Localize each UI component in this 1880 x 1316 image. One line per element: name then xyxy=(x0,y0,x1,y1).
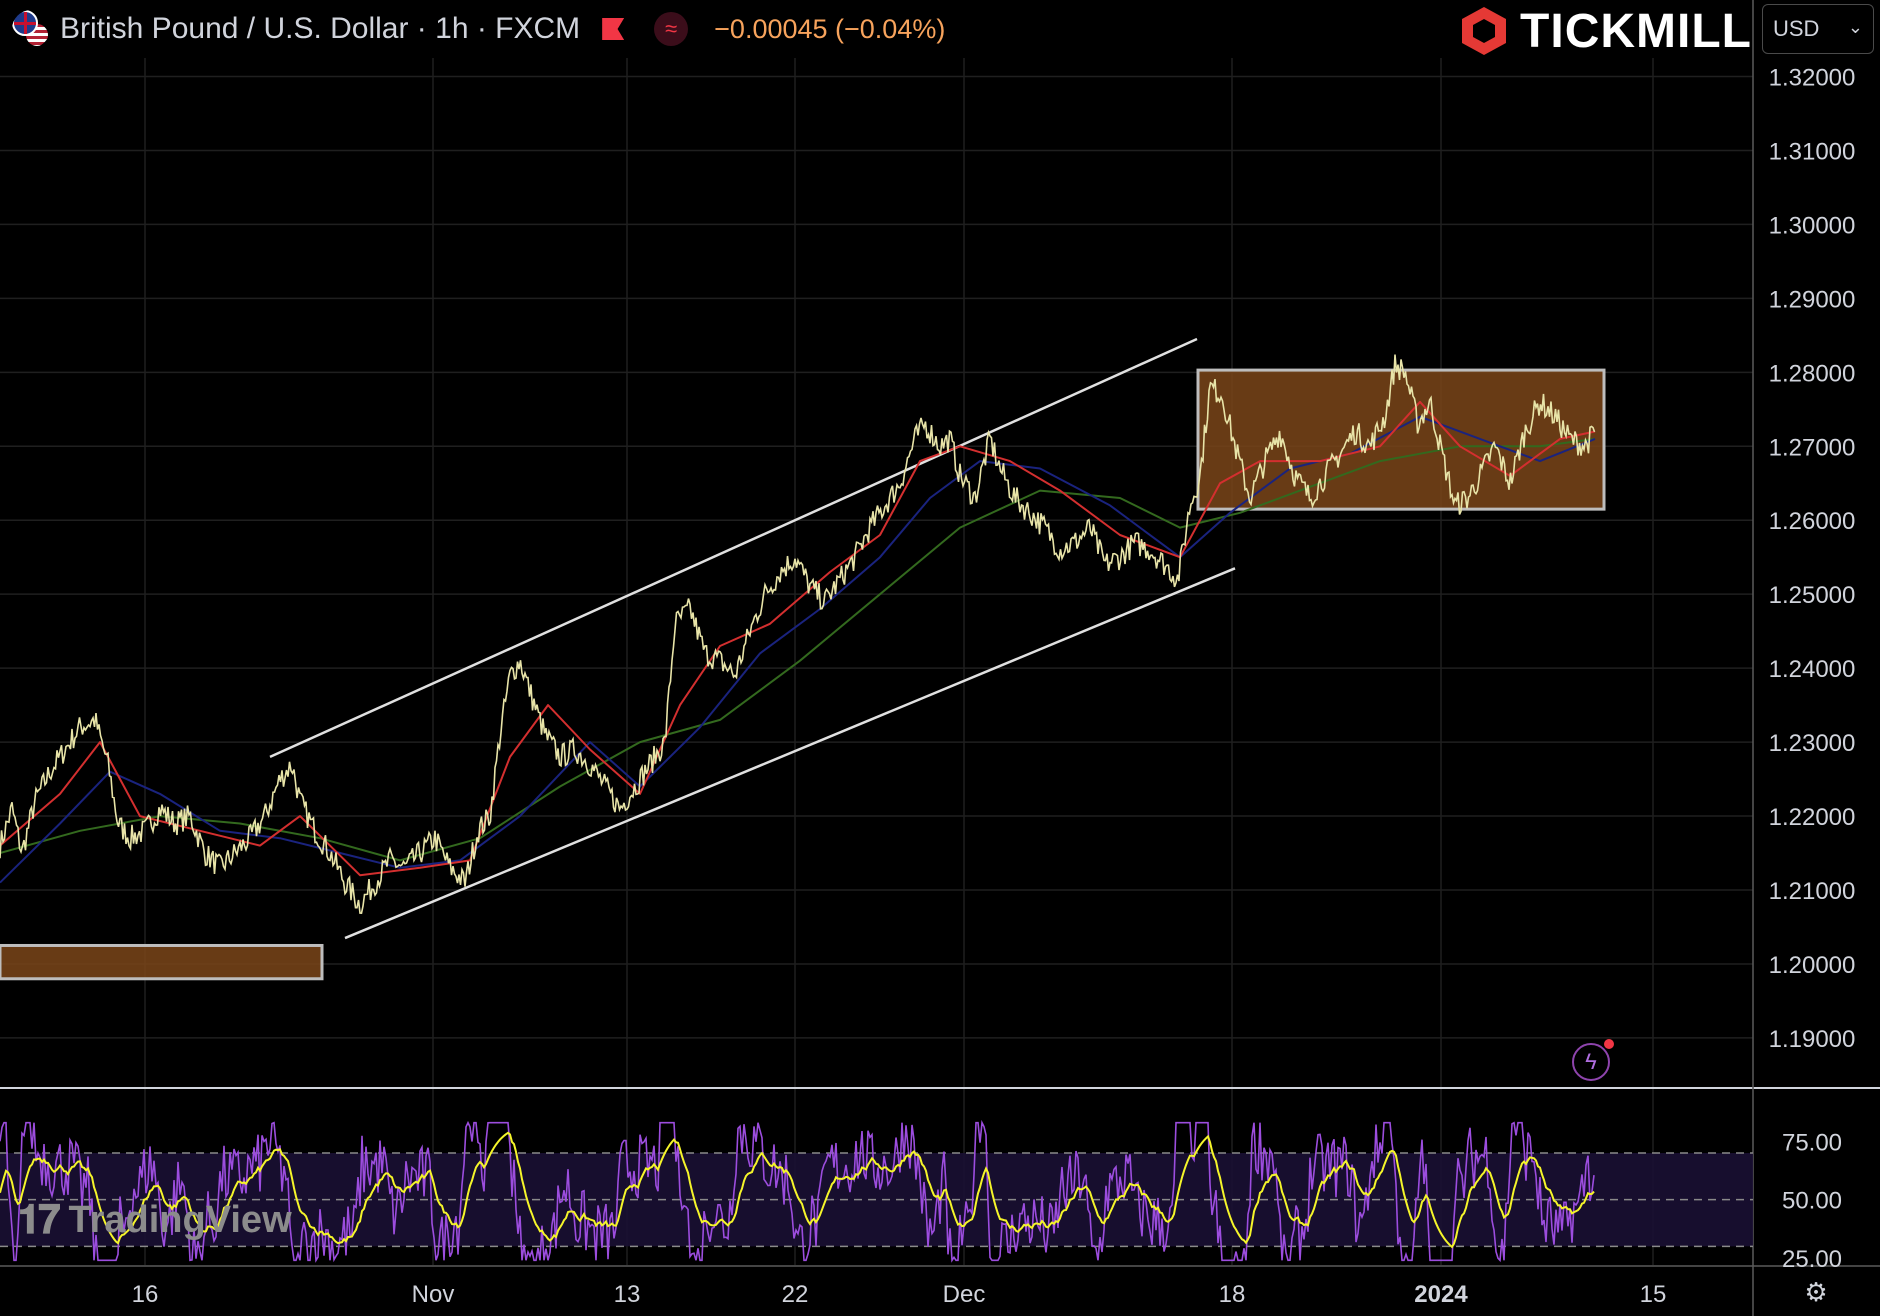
time-axis-label: 18 xyxy=(1219,1281,1246,1308)
time-axis-label: 22 xyxy=(782,1281,809,1308)
price-axis-label: 1.22000 xyxy=(1769,804,1856,831)
gear-icon[interactable]: ⚙ xyxy=(1804,1277,1828,1307)
time-axis-label: 15 xyxy=(1640,1281,1667,1308)
lightning-icon[interactable]: ϟ xyxy=(1572,1039,1614,1081)
brand-name: TICKMILL xyxy=(1520,4,1752,58)
range-box xyxy=(1196,368,1606,511)
price-axis-label: 1.27000 xyxy=(1769,434,1856,461)
tradingview-watermark: 𝟏𝟕 TradingView xyxy=(18,1198,292,1243)
price-axis-label: 1.31000 xyxy=(1769,138,1856,165)
gbp-usd-flag-icon xyxy=(12,10,50,48)
price-axis-label: 1.26000 xyxy=(1769,508,1856,535)
price-axis-label: 1.32000 xyxy=(1769,64,1856,91)
rsi-line xyxy=(0,1119,1595,1263)
wave-icon[interactable]: ≈ xyxy=(654,12,689,46)
price-axis-label: 1.21000 xyxy=(1769,878,1856,905)
price-axis-label: 1.20000 xyxy=(1769,952,1856,979)
time-axis-label: Nov xyxy=(412,1281,455,1308)
time-axis-label: Dec xyxy=(943,1281,986,1308)
chevron-down-icon: ⌄ xyxy=(1847,17,1863,37)
currency-select[interactable]: USD ⌄ xyxy=(1762,4,1874,54)
time-axis-label: 13 xyxy=(614,1281,641,1308)
watermark-text: TradingView xyxy=(68,1199,292,1241)
ema-fast-line xyxy=(0,400,1596,877)
time-axis-label: 2024 xyxy=(1414,1281,1468,1308)
price-axis-label: 1.24000 xyxy=(1769,656,1856,683)
price-axis-label: 1.29000 xyxy=(1769,286,1856,313)
rsi-axis-label: 25.00 xyxy=(1782,1246,1842,1273)
price-change: −0.00045 (−0.04%) xyxy=(714,13,946,44)
currency-value: USD xyxy=(1773,16,1820,41)
price-axis-label: 1.28000 xyxy=(1769,360,1856,387)
price-axis-label: 1.30000 xyxy=(1769,212,1856,239)
rsi-signal-line xyxy=(0,1131,1595,1249)
price-axis-label: 1.25000 xyxy=(1769,582,1856,609)
rsi-axis-label: 75.00 xyxy=(1782,1129,1842,1156)
price-series-line xyxy=(0,354,1596,915)
tradingview-logo-icon: 𝟏𝟕 xyxy=(18,1198,61,1242)
price-axis-label: 1.23000 xyxy=(1769,730,1856,757)
flag-marker-icon[interactable] xyxy=(602,18,625,40)
symbol-header[interactable]: British Pound / U.S. Dollar · 1h · FXCM … xyxy=(0,0,945,58)
time-axis-label: 16 xyxy=(132,1281,159,1308)
rsi-axis-label: 50.00 xyxy=(1782,1188,1842,1215)
range-box xyxy=(0,943,324,981)
symbol-title[interactable]: British Pound / U.S. Dollar · 1h · FXCM xyxy=(60,12,581,45)
broker-logo: TICKMILL xyxy=(1458,4,1752,58)
trendline xyxy=(269,337,1198,759)
price-axis-label: 1.19000 xyxy=(1769,1026,1856,1053)
trendline xyxy=(344,567,1236,940)
tickmill-logo-icon xyxy=(1462,7,1507,55)
